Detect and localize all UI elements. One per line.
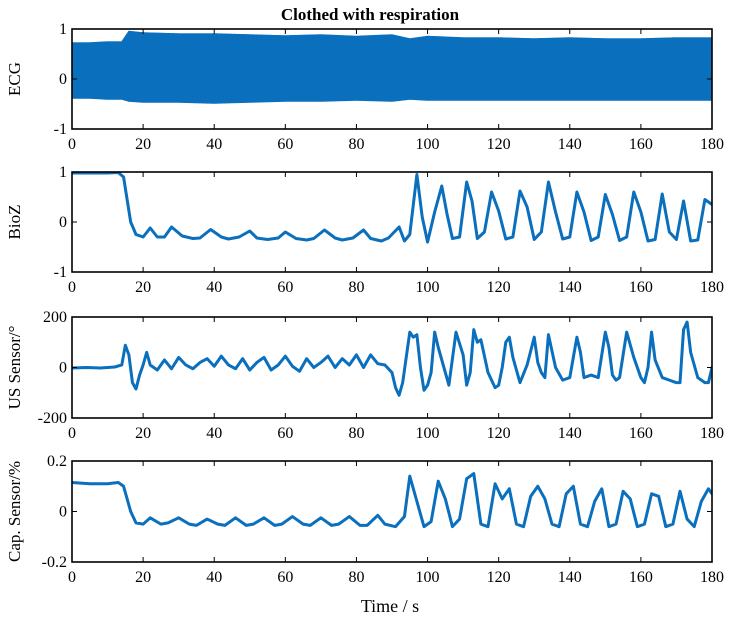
x-tick-label: 140 [558, 569, 582, 586]
x-tick-label: 180 [700, 569, 724, 586]
x-tick-label: 0 [68, 279, 76, 296]
x-tick-label: 20 [135, 569, 151, 586]
ecg-series-line [72, 30, 712, 104]
x-tick-label: 20 [135, 425, 151, 442]
x-tick-label: 60 [277, 279, 293, 296]
x-tick-label: 60 [277, 569, 293, 586]
x-tick-label: 0 [68, 136, 76, 153]
y-axis-label: Cap. Sensor/% [5, 461, 24, 562]
x-tick-label: 100 [416, 136, 440, 153]
axes-box [71, 316, 713, 419]
x-tick-label: 140 [558, 136, 582, 153]
x-tick-label: 160 [629, 279, 653, 296]
y-tick-label: 0.2 [47, 453, 67, 470]
x-tick-label: 180 [700, 136, 724, 153]
x-tick-label: 120 [487, 136, 511, 153]
y-tick-label: 0 [59, 360, 67, 377]
x-tick-label: 180 [700, 425, 724, 442]
series-line-2 [72, 172, 712, 244]
x-tick-label: 100 [416, 279, 440, 296]
x-tick-label: 180 [700, 279, 724, 296]
x-tick-label: 40 [206, 136, 222, 153]
y-tick-label: 1 [59, 164, 67, 181]
x-tick-label: 80 [348, 136, 364, 153]
x-tick-label: 100 [416, 425, 440, 442]
x-tick-label: 40 [206, 569, 222, 586]
x-tick-label: 60 [277, 425, 293, 442]
x-tick-label: 80 [348, 425, 364, 442]
y-axis-label: ECG [5, 62, 24, 96]
series-line-4 [72, 472, 712, 529]
y-tick-label: -0.2 [42, 554, 67, 571]
series-line-3 [72, 320, 712, 397]
y-tick-label: 200 [43, 309, 67, 326]
x-tick-label: 40 [206, 279, 222, 296]
y-tick-label: 1 [59, 21, 67, 38]
x-tick-label: 120 [487, 569, 511, 586]
y-tick-label: -1 [54, 121, 67, 138]
y-tick-label: 0 [59, 71, 67, 88]
x-tick-label: 60 [277, 136, 293, 153]
x-tick-label: 0 [68, 425, 76, 442]
y-tick-label: 0 [59, 504, 67, 521]
axes-box [71, 460, 713, 563]
y-tick-label: 0 [59, 214, 67, 231]
x-tick-label: 160 [629, 425, 653, 442]
x-tick-label: 80 [348, 569, 364, 586]
x-tick-label: 100 [416, 569, 440, 586]
y-tick-label: -200 [38, 410, 67, 427]
x-tick-label: 20 [135, 279, 151, 296]
x-axis-label: Time / s [361, 596, 419, 616]
x-tick-label: 140 [558, 425, 582, 442]
figure-title: Clothed with respiration [281, 5, 460, 24]
y-axis-label: BioZ [5, 205, 24, 240]
x-tick-label: 160 [629, 136, 653, 153]
x-tick-label: 20 [135, 136, 151, 153]
x-tick-label: 40 [206, 425, 222, 442]
x-tick-label: 120 [487, 279, 511, 296]
x-tick-label: 160 [629, 569, 653, 586]
x-tick-label: 120 [487, 425, 511, 442]
y-tick-label: -1 [54, 264, 67, 281]
x-tick-label: 140 [558, 279, 582, 296]
y-axis-label: US Sensor/° [5, 326, 24, 410]
x-tick-label: 80 [348, 279, 364, 296]
x-tick-label: 0 [68, 569, 76, 586]
